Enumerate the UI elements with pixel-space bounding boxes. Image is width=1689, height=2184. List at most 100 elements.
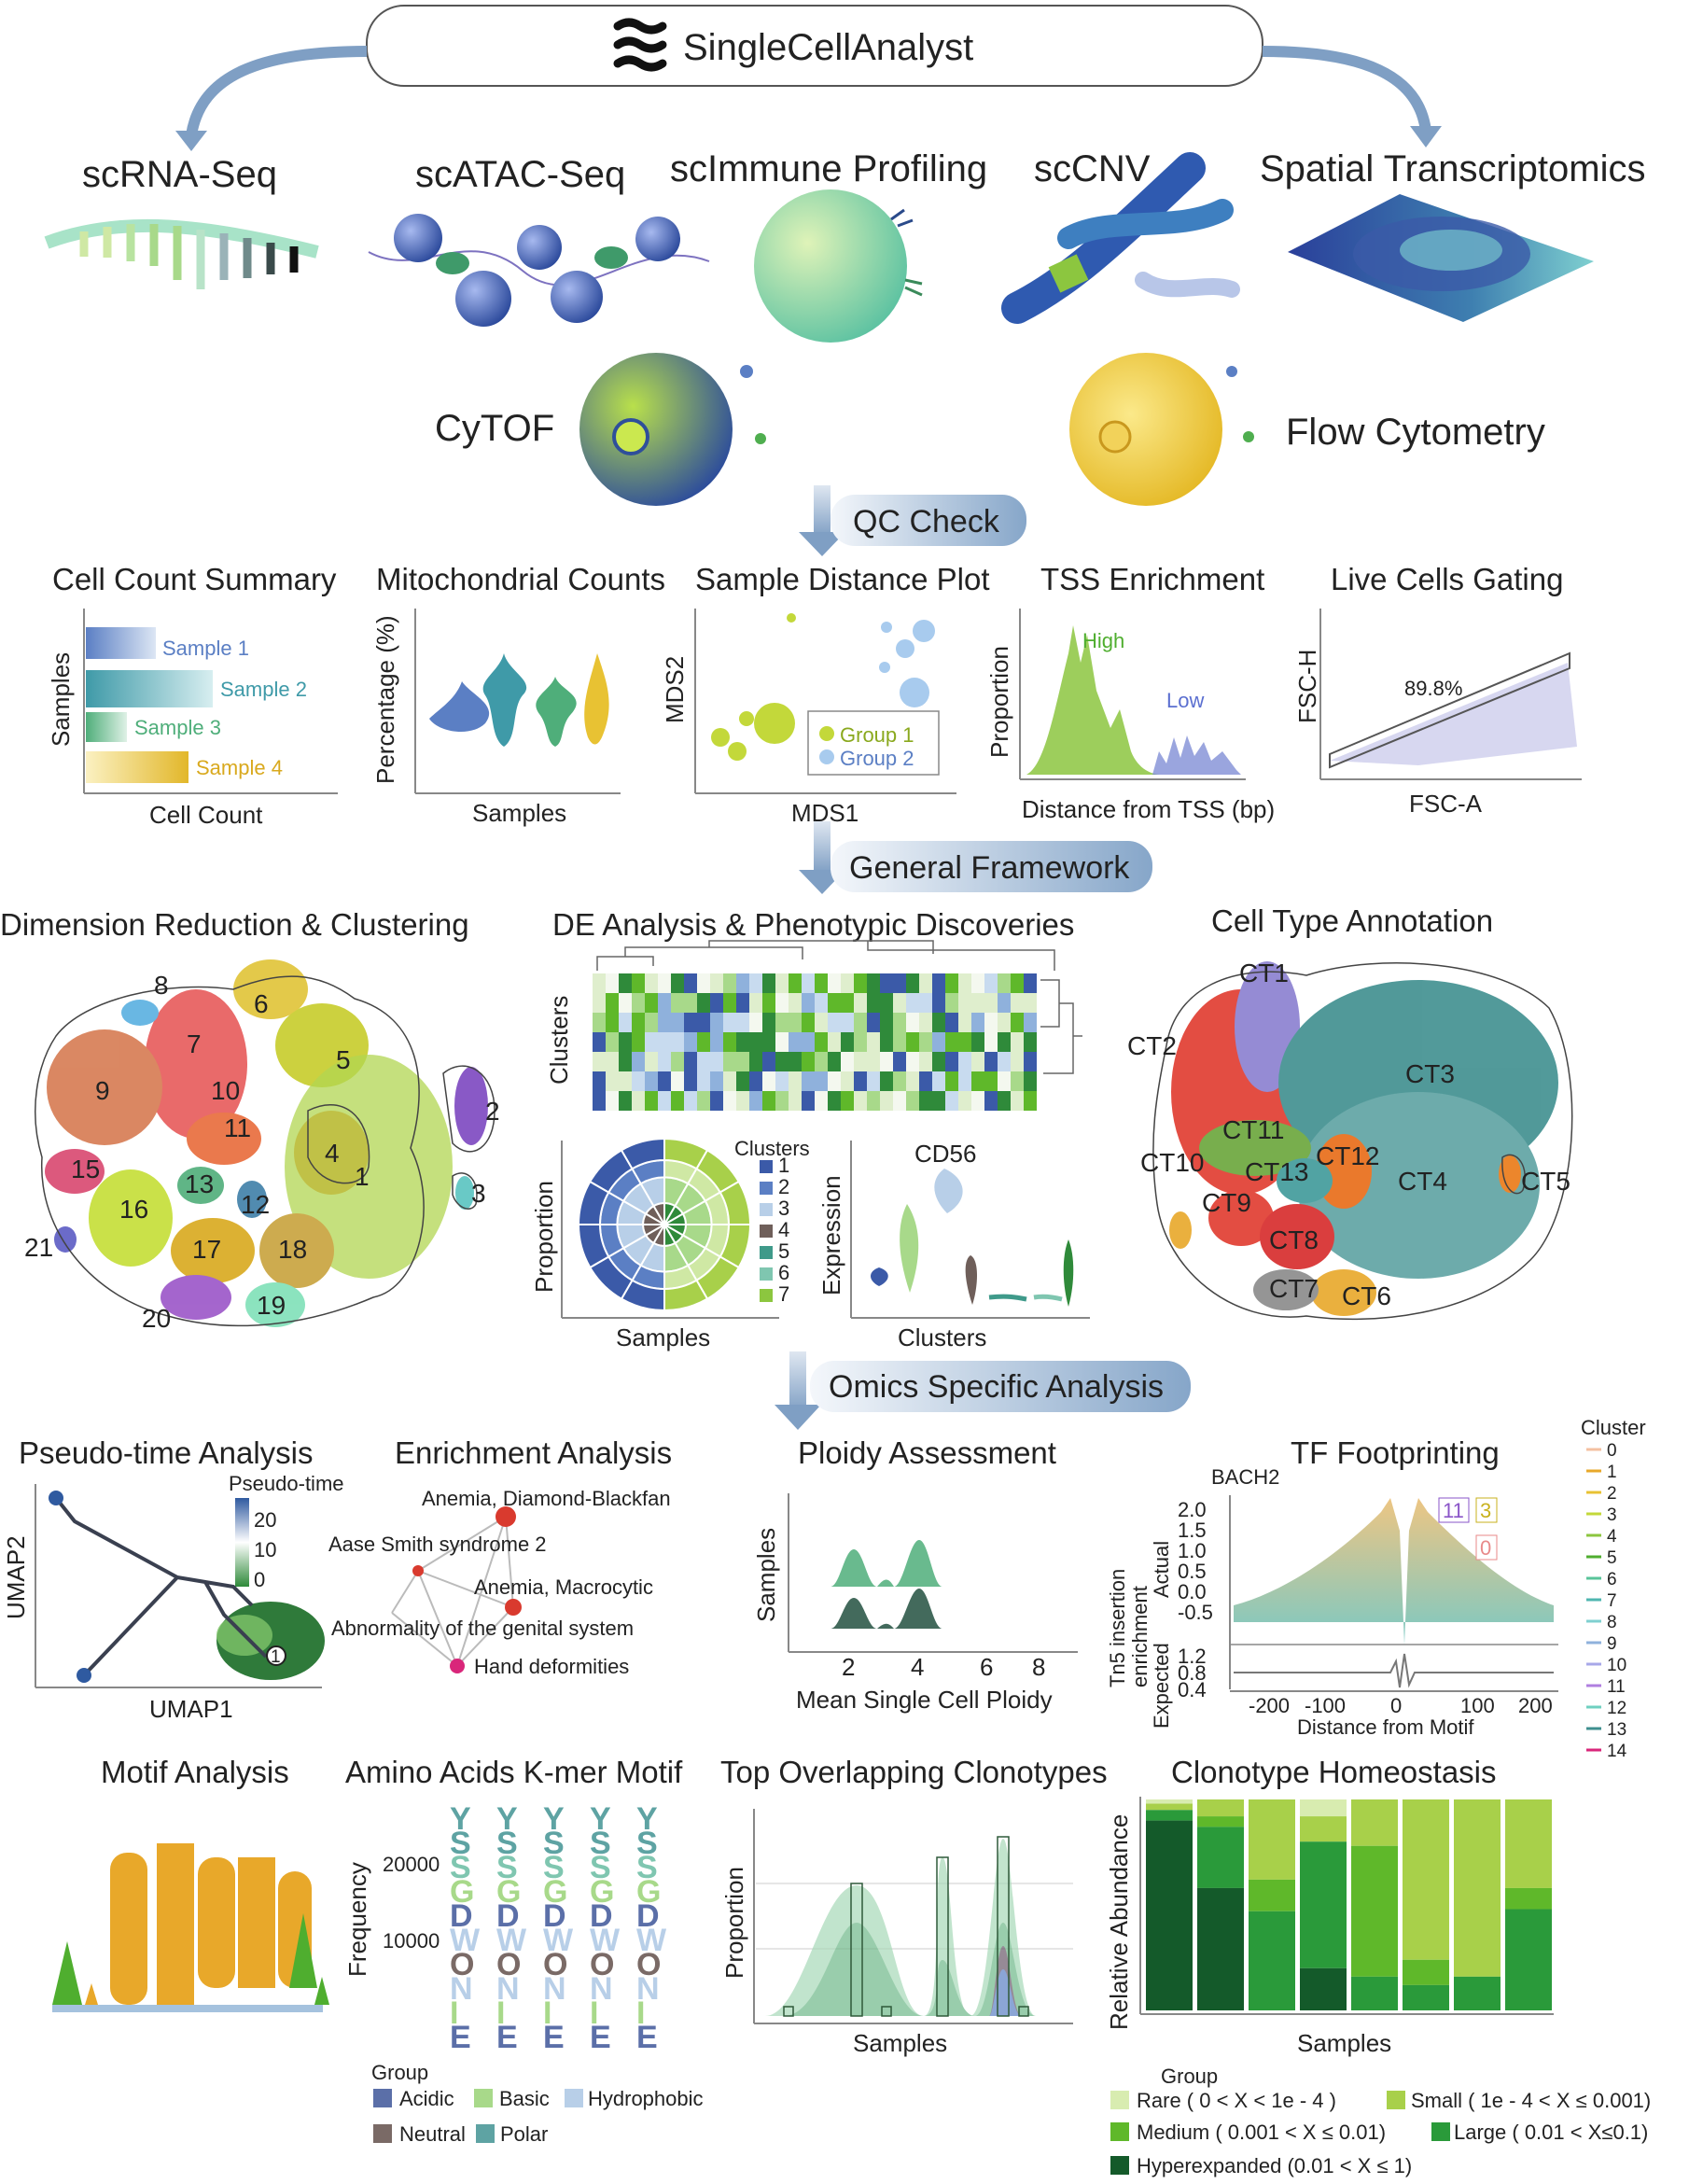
heatmap-cell	[919, 973, 932, 993]
tss-panel: TSS Enrichment Proportion Distance from …	[985, 562, 1275, 823]
heatmap-cell	[945, 1052, 958, 1071]
heatmap-cell	[645, 1091, 658, 1111]
heatmap-cell	[984, 1071, 998, 1091]
cluster-label-21: 21	[24, 1233, 53, 1262]
tf-motif: BACH2	[1211, 1465, 1279, 1489]
heatmap-cell	[606, 1071, 619, 1091]
kmer-letter: Y	[450, 1801, 471, 1837]
tf-legend-label: 4	[1607, 1527, 1617, 1547]
heatmap-cell	[893, 1071, 906, 1091]
heatmap-cell	[697, 1091, 710, 1111]
kmer-letter: O	[590, 1947, 614, 1982]
kmer-letter: S	[636, 1826, 658, 1861]
arrow-right-icon	[1262, 46, 1431, 132]
heatmap-cell	[802, 973, 815, 993]
cluster-label-2: 2	[485, 1097, 500, 1126]
kmer-group-basic: Basic	[499, 2087, 550, 2110]
heatmap-cell	[606, 1032, 619, 1052]
heatmap-cell	[893, 1052, 906, 1071]
cluster-label-1: 1	[355, 1162, 370, 1191]
heatmap-cell	[593, 1052, 606, 1071]
kmer-letter: W	[636, 1923, 667, 1958]
kmer-letter: S	[450, 1850, 471, 1885]
enrich-node-2	[412, 1565, 424, 1576]
enrich-term-5: Hand deformities	[474, 1655, 629, 1678]
heatmap-cell	[697, 1071, 710, 1091]
pseudo-tick-10: 10	[254, 1538, 276, 1561]
ploidy-tick-2: 2	[842, 1653, 855, 1681]
homeostasis-group-small: Small ( 1e - 4 < X ≤ 0.001)	[1411, 2089, 1651, 2112]
heatmap-cell	[671, 1052, 684, 1071]
heatmap-cell	[971, 1071, 984, 1091]
heatmap-cell	[998, 1071, 1011, 1091]
kmer-letter: G	[590, 1874, 614, 1910]
mito-title: Mitochondrial Counts	[376, 562, 665, 596]
mds-legend-group2: Group 2	[840, 747, 914, 770]
enrich-node-1	[496, 1506, 516, 1527]
kmer-letter: E	[590, 2020, 611, 2055]
chromosome-icon	[1001, 152, 1240, 324]
ploidy-tick-4: 4	[911, 1653, 924, 1681]
heatmap-cell	[593, 993, 606, 1013]
tf-xtick: 200	[1518, 1694, 1553, 1717]
heatmap-cell	[958, 1052, 971, 1071]
ct-label-3: CT3	[1405, 1059, 1455, 1088]
heatmap-cell	[606, 993, 619, 1013]
gating-title: Live Cells Gating	[1331, 562, 1563, 596]
heatmap-cell	[749, 1052, 762, 1071]
violin-1	[429, 681, 490, 733]
celltype-panel: Cell Type Annotation CT1 CT2 CT3 CT4 CT5	[1127, 903, 1573, 1321]
tf-legend-label: 3	[1607, 1505, 1617, 1525]
rose-legend-label: 4	[778, 1218, 789, 1241]
arrow-left-head-icon	[175, 131, 207, 151]
kmer-letter: Y	[590, 1801, 611, 1837]
kmer-letter: I	[496, 1995, 505, 2031]
modality-scimmune-label: scImmune Profiling	[670, 148, 987, 189]
heatmap-cell	[697, 1052, 710, 1071]
heatmap-cell	[828, 1013, 841, 1032]
heatmap-cell	[736, 1032, 749, 1052]
heatmap-cell	[1011, 1071, 1024, 1091]
bar-label-sample-3: Sample 3	[134, 716, 221, 739]
bar-sample-3	[86, 712, 127, 742]
heatmap-cell	[854, 973, 867, 993]
homeostasis-group-hyperexpanded: Hyperexpanded (0.01 < X ≤ 1)	[1137, 2154, 1412, 2177]
clonotypes-panel: Top Overlapping Clonotypes Proportion Sa…	[720, 1755, 1108, 2057]
homeostasis-group-large: Large ( 0.01 < X≤0.1)	[1454, 2121, 1648, 2144]
tf-title: TF Footprinting	[1291, 1435, 1500, 1470]
cluster-label-3: 3	[471, 1179, 486, 1208]
heatmap-cell	[841, 1071, 854, 1091]
bar-sample-4	[86, 751, 188, 783]
tf-legend-label: 7	[1607, 1591, 1617, 1611]
heatmap-cell	[684, 1052, 697, 1071]
heatmap-cell	[671, 1091, 684, 1111]
heatmap-cell	[645, 1071, 658, 1091]
heatmap-cell	[893, 1013, 906, 1032]
homeostasis-bar-segment	[1197, 1887, 1244, 2010]
heatmap-cell	[736, 1071, 749, 1091]
cluster-label-8: 8	[154, 971, 169, 1000]
ploidy-xlabel: Mean Single Cell Ploidy	[796, 1686, 1053, 1714]
heatmap-cell	[802, 1013, 815, 1032]
kmer-letter: D	[496, 1898, 520, 1934]
heatmap-cell	[671, 1013, 684, 1032]
cluster-label-7: 7	[187, 1029, 202, 1058]
kmer-letter: I	[543, 1995, 551, 2031]
de-panel: DE Analysis & Phenotypic Discoveries Clu…	[530, 907, 1090, 1351]
cd56-xlabel: Clusters	[898, 1323, 986, 1351]
kmer-letter: W	[543, 1923, 574, 1958]
kmer-letter: Y	[543, 1801, 565, 1837]
heatmap-cell	[789, 1071, 802, 1091]
cluster-label-6: 6	[254, 989, 269, 1018]
pseudo-node-label: 1	[271, 1647, 281, 1667]
homeostasis-bar-segment	[1454, 1799, 1501, 1977]
heatmap-cell	[841, 1091, 854, 1111]
rose-legend-label: 2	[778, 1175, 789, 1198]
gating-panel: Live Cells Gating FSC-H FSC-A 89.8%	[1293, 562, 1582, 818]
enrich-title: Enrichment Analysis	[395, 1435, 672, 1470]
homeostasis-bar-segment	[1197, 1827, 1244, 1888]
tf-legend-label: 10	[1607, 1656, 1626, 1675]
kmer-group-polar: Polar	[500, 2122, 548, 2146]
kmer-letter: N	[496, 1971, 520, 2007]
kmer-letter: D	[450, 1898, 473, 1934]
